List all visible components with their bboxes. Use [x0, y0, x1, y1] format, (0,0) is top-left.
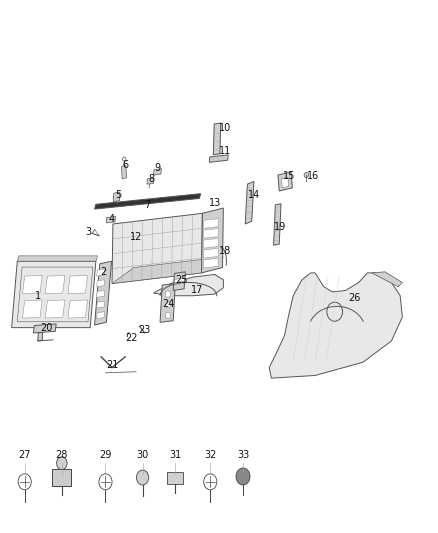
Circle shape: [165, 302, 170, 308]
Polygon shape: [97, 312, 105, 319]
Polygon shape: [106, 216, 116, 223]
Text: 13: 13: [208, 198, 221, 208]
Text: 33: 33: [237, 450, 249, 460]
Polygon shape: [112, 213, 202, 284]
Text: 19: 19: [274, 222, 286, 232]
Circle shape: [304, 172, 308, 177]
Polygon shape: [97, 269, 105, 276]
Text: 22: 22: [125, 333, 138, 343]
Polygon shape: [95, 193, 201, 209]
Circle shape: [165, 291, 170, 297]
Polygon shape: [204, 219, 218, 228]
Circle shape: [57, 457, 67, 470]
Polygon shape: [45, 276, 65, 294]
Polygon shape: [174, 278, 184, 282]
Polygon shape: [97, 301, 105, 308]
Polygon shape: [201, 208, 223, 273]
Polygon shape: [209, 155, 228, 163]
Polygon shape: [68, 300, 88, 318]
Polygon shape: [173, 272, 185, 290]
Polygon shape: [147, 178, 154, 184]
Circle shape: [236, 468, 250, 485]
Polygon shape: [52, 469, 71, 486]
Text: 28: 28: [56, 450, 68, 460]
Text: 27: 27: [18, 450, 31, 460]
Polygon shape: [45, 300, 65, 318]
Circle shape: [137, 470, 149, 485]
Polygon shape: [167, 472, 183, 484]
Text: 18: 18: [219, 246, 232, 255]
Text: 8: 8: [148, 174, 154, 184]
Polygon shape: [122, 165, 127, 179]
Text: 14: 14: [248, 190, 260, 200]
Text: 6: 6: [122, 160, 128, 171]
Polygon shape: [113, 192, 120, 201]
Polygon shape: [38, 333, 42, 341]
Text: 3: 3: [85, 227, 91, 237]
Polygon shape: [112, 257, 223, 284]
Polygon shape: [204, 259, 218, 268]
Polygon shape: [22, 300, 42, 318]
Text: 24: 24: [162, 298, 175, 309]
Polygon shape: [12, 261, 96, 328]
Text: 23: 23: [138, 325, 151, 335]
Text: 7: 7: [144, 200, 150, 211]
Circle shape: [165, 312, 170, 319]
Polygon shape: [160, 284, 175, 322]
Text: 26: 26: [348, 293, 360, 303]
Text: 11: 11: [219, 146, 232, 156]
Text: 9: 9: [155, 163, 161, 173]
Text: 10: 10: [219, 123, 232, 133]
Text: 15: 15: [283, 171, 295, 181]
Text: 2: 2: [100, 267, 106, 277]
Polygon shape: [95, 261, 112, 325]
Text: 17: 17: [191, 286, 203, 295]
Polygon shape: [213, 123, 221, 155]
Polygon shape: [204, 229, 218, 238]
Polygon shape: [278, 172, 292, 191]
Text: 25: 25: [176, 275, 188, 285]
Polygon shape: [269, 273, 403, 378]
Text: 31: 31: [169, 450, 181, 460]
Polygon shape: [97, 280, 105, 287]
Polygon shape: [33, 324, 56, 333]
Text: 32: 32: [204, 450, 216, 460]
Polygon shape: [372, 272, 403, 287]
Polygon shape: [97, 290, 105, 297]
Polygon shape: [282, 177, 289, 188]
Text: 1: 1: [35, 290, 41, 301]
Text: 29: 29: [99, 450, 112, 460]
Text: 16: 16: [307, 171, 319, 181]
Text: 4: 4: [109, 214, 115, 224]
Polygon shape: [153, 274, 223, 296]
Text: 30: 30: [137, 450, 149, 460]
Polygon shape: [204, 238, 218, 248]
Polygon shape: [153, 168, 161, 175]
Text: 21: 21: [106, 360, 118, 370]
Text: 12: 12: [130, 232, 142, 243]
Text: 20: 20: [40, 322, 53, 333]
Polygon shape: [204, 248, 218, 258]
Polygon shape: [17, 256, 98, 261]
Polygon shape: [68, 276, 88, 294]
Polygon shape: [22, 276, 42, 294]
Polygon shape: [274, 204, 281, 245]
Text: 5: 5: [116, 190, 122, 200]
Polygon shape: [245, 181, 254, 224]
